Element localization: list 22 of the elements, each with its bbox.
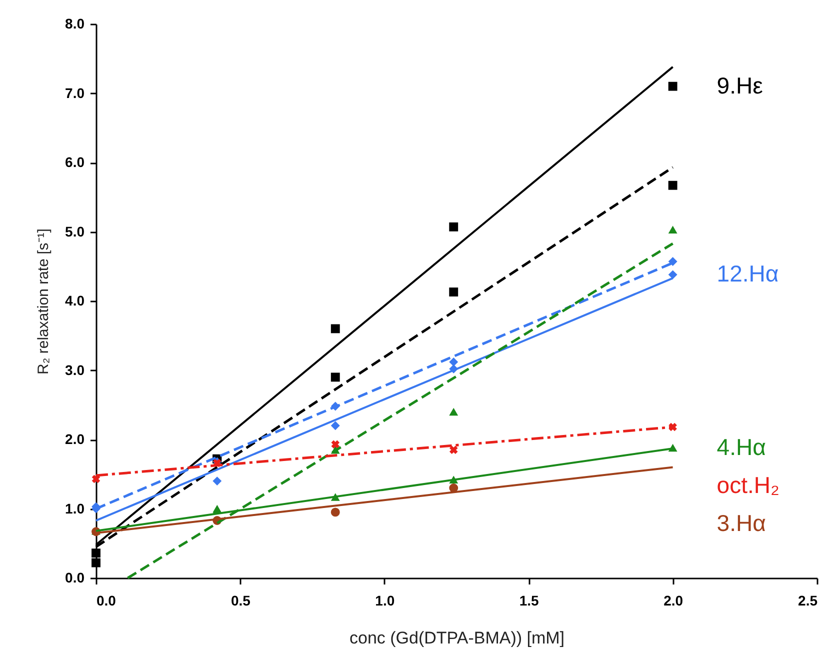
x-tick-label: 1.0 — [375, 592, 395, 608]
y-tick-label: 2.0 — [65, 431, 85, 447]
y-tick-label: 3.0 — [65, 362, 85, 378]
x-tick-label: 0.0 — [96, 592, 116, 608]
text: 3.Hα — [716, 510, 766, 536]
x-axis-title: conc (Gd(DTPA-BMA)) [mM] — [349, 628, 565, 648]
y-axis-title: R₂ relaxation rate [s⁻¹] — [35, 228, 52, 374]
y-tick-label: 6.0 — [65, 154, 85, 170]
x-tick-label: 2.5 — [798, 592, 818, 608]
x-tick-label: 2.0 — [664, 592, 684, 608]
series-label: 12.Hα — [716, 260, 779, 287]
y-tick-label: 5.0 — [65, 223, 85, 240]
series-label: 9.Hε — [716, 72, 763, 98]
x-tick-label: 1.5 — [519, 592, 540, 608]
y-tick-label: 1.0 — [65, 500, 85, 516]
y-tick-label: 0.0 — [65, 570, 85, 586]
y-tick-label: 4.0 — [65, 292, 85, 308]
x-tick-label: 0.5 — [230, 592, 251, 608]
text: oct.H₂ — [716, 472, 780, 498]
series-label: 4.Hα — [716, 434, 766, 460]
y-tick-label: 8.0 — [65, 16, 85, 32]
y-tick-label: 7.0 — [65, 84, 85, 101]
